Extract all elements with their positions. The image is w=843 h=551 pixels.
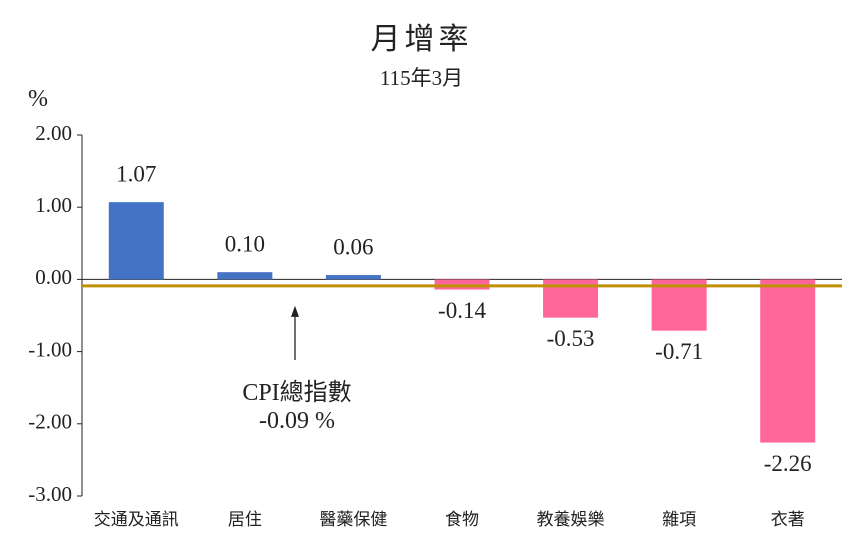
y-tick-label: 1.00 xyxy=(35,193,72,217)
category-label: 交通及通訊 xyxy=(94,510,179,530)
category-label: 教養娛樂 xyxy=(537,510,605,530)
cpi-arrow-head xyxy=(291,305,299,317)
y-tick-label: -3.00 xyxy=(28,482,72,506)
chart-subtitle: 115年3月 xyxy=(379,66,464,90)
data-label: -0.71 xyxy=(655,339,703,364)
bar xyxy=(760,279,816,443)
data-label: -2.26 xyxy=(764,451,812,476)
cpi-annotation-value: -0.09 % xyxy=(259,408,335,434)
category-label: 食物 xyxy=(445,510,479,530)
y-tick-label: 0.00 xyxy=(35,265,72,289)
y-tick-label: -2.00 xyxy=(28,410,72,434)
y-tick-label: 2.00 xyxy=(35,121,72,145)
data-label: -0.53 xyxy=(547,326,595,351)
data-label: 0.06 xyxy=(333,234,373,259)
y-axis-unit: % xyxy=(28,86,48,112)
data-label: 1.07 xyxy=(116,161,156,186)
data-label: -0.14 xyxy=(438,298,486,323)
cpi-annotation-label: CPI總指數 xyxy=(242,380,352,406)
category-label: 醫藥保健 xyxy=(319,510,387,530)
category-label: 雜項 xyxy=(662,510,696,530)
y-tick-label: -1.00 xyxy=(28,337,72,361)
bar xyxy=(108,202,164,280)
bar xyxy=(217,272,273,280)
bar xyxy=(651,279,707,331)
category-label: 衣著 xyxy=(771,510,805,530)
chart-title: 月增率 xyxy=(370,23,473,56)
data-label: 0.10 xyxy=(225,231,265,256)
bar xyxy=(325,275,381,280)
category-label: 居住 xyxy=(228,510,262,530)
